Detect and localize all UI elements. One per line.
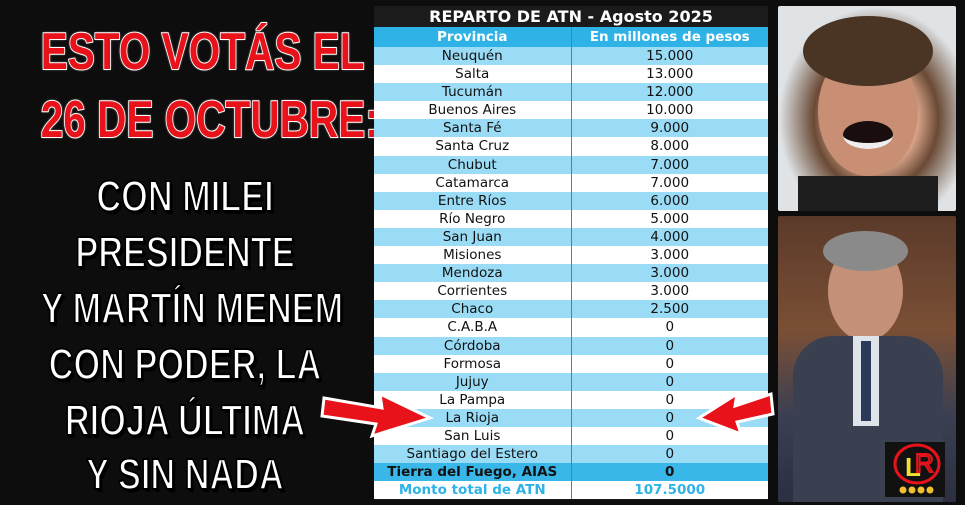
- table-row: San Luis 0: [374, 426, 768, 446]
- table-row: San Juan 4.000: [374, 227, 768, 247]
- table-row: Salta 13.000: [374, 65, 768, 84]
- value-cell: 0: [665, 373, 675, 390]
- table-row: La Rioja 0: [374, 408, 768, 427]
- value-cell: 6.000: [650, 192, 690, 209]
- headline-white-3: Y MARTÍN MENEM: [40, 283, 344, 334]
- value-cell: 0: [665, 427, 675, 444]
- rl-logo: L R: [885, 442, 945, 497]
- province-cell: Chubut: [374, 155, 572, 174]
- table-row: Tierra del Fuego, AIAS 0: [374, 463, 768, 482]
- table-row: Misiones 3.000: [374, 246, 768, 265]
- province-cell: Catamarca: [374, 173, 572, 192]
- value-cell: 107.5000: [634, 482, 706, 499]
- value-cell: 7.000: [650, 174, 690, 191]
- arrow-left-icon: [695, 390, 775, 437]
- svg-text:L: L: [905, 452, 921, 482]
- table-row: Chaco 2.500: [374, 300, 768, 319]
- value-cell: 0: [665, 355, 675, 372]
- value-cell: 4.000: [650, 228, 690, 245]
- value-cell: 3.000: [650, 265, 690, 282]
- province-cell: Buenos Aires: [374, 101, 572, 120]
- value-cell: 0: [665, 464, 675, 481]
- province-cell: Santa Fé: [374, 119, 572, 138]
- value-cell: En millones de pesos: [589, 29, 750, 45]
- value-cell: 3.000: [650, 247, 690, 264]
- table-row: Catamarca 7.000: [374, 173, 768, 192]
- headline-white-6: Y SIN NADA: [85, 449, 284, 500]
- table-row: Santiago del Estero 0: [374, 445, 768, 464]
- province-cell: Santiago del Estero: [374, 445, 572, 464]
- table-row: Río Negro 5.000: [374, 209, 768, 228]
- table-row: C.A.B.A 0: [374, 318, 768, 337]
- value-cell: 5.000: [650, 210, 690, 227]
- province-cell: San Luis: [374, 426, 572, 446]
- province-cell: Mendoza: [374, 264, 572, 283]
- value-cell: 2.500: [650, 301, 690, 318]
- province-cell: Provincia: [374, 27, 572, 47]
- value-cell: 0: [665, 319, 675, 336]
- province-cell: Córdoba: [374, 336, 572, 355]
- province-cell: Formosa: [374, 354, 572, 373]
- province-cell: Jujuy: [374, 372, 572, 391]
- province-cell: San Juan: [374, 227, 572, 247]
- value-cell: 9.000: [650, 120, 690, 137]
- table-row: La Pampa 0: [374, 390, 768, 409]
- table-row: Chubut 7.000: [374, 155, 768, 174]
- value-cell: 0: [665, 391, 675, 408]
- table-row: Neuquén 15.000: [374, 47, 768, 66]
- value-cell: 3.000: [650, 283, 690, 300]
- province-cell: C.A.B.A: [374, 318, 572, 337]
- headline-red-2: 26 DE OCTUBRE:: [40, 90, 380, 150]
- table-row: Tucumán 12.000: [374, 83, 768, 102]
- table-row: Santa Cruz 8.000: [374, 137, 768, 156]
- table-row: Mendoza 3.000: [374, 264, 768, 283]
- arrow-right-icon: [320, 391, 435, 439]
- value-cell: 7.000: [650, 156, 690, 173]
- value-cell: 8.000: [650, 138, 690, 155]
- headline-panel: ESTO VOTÁS EL 26 DE OCTUBRE: CON MILEI P…: [0, 0, 380, 505]
- svg-text:R: R: [915, 448, 934, 478]
- province-cell: Santa Cruz: [374, 137, 572, 156]
- province-cell: Río Negro: [374, 209, 572, 228]
- province-cell: Corrientes: [374, 282, 572, 301]
- province-cell: Neuquén: [374, 47, 572, 66]
- table-row: Santa Fé 9.000: [374, 119, 768, 138]
- photo-milei: [778, 6, 956, 211]
- headline-red-1: ESTO VOTÁS EL: [40, 22, 365, 82]
- province-cell: Tierra del Fuego, AIAS: [374, 463, 572, 482]
- province-cell: Salta: [374, 65, 572, 84]
- table-row: Formosa 0: [374, 354, 768, 373]
- value-cell: 10.000: [646, 102, 694, 119]
- province-cell: Entre Ríos: [374, 191, 572, 210]
- province-cell: La Pampa: [374, 390, 572, 409]
- province-cell: La Rioja: [374, 408, 572, 427]
- table-row: Corrientes 3.000: [374, 282, 768, 301]
- value-cell: 0: [665, 446, 675, 463]
- headline-white-4: CON PODER, LA: [48, 339, 322, 390]
- province-cell: Chaco: [374, 300, 572, 319]
- headline-white-2: PRESIDENTE: [75, 227, 296, 278]
- value-cell: 0: [665, 337, 675, 354]
- province-cell: Monto total de ATN: [374, 481, 572, 500]
- headline-white-1: CON MILEI: [96, 171, 275, 222]
- value-cell: 12.000: [646, 84, 694, 101]
- table-row: Entre Ríos 6.000: [374, 191, 768, 210]
- atn-table: REPARTO DE ATN - Agosto 2025 Provincia En…: [374, 6, 768, 500]
- province-cell: Misiones: [374, 246, 572, 265]
- table-row: Córdoba 0: [374, 336, 768, 355]
- table-title: REPARTO DE ATN - Agosto 2025: [429, 7, 713, 26]
- value-cell: 0: [665, 409, 675, 426]
- table-row: Buenos Aires 10.000: [374, 101, 768, 120]
- photo-menem: [778, 216, 956, 502]
- table-total-row: Monto total de ATN 107.5000: [374, 481, 768, 500]
- value-cell: 15.000: [646, 48, 694, 64]
- table-row: Jujuy 0: [374, 372, 768, 391]
- headline-white-5: RIOJA ÚLTIMA: [64, 395, 306, 446]
- value-cell: 13.000: [646, 66, 694, 83]
- province-cell: Tucumán: [374, 83, 572, 102]
- table-header: Provincia En millones de pesos: [374, 27, 768, 47]
